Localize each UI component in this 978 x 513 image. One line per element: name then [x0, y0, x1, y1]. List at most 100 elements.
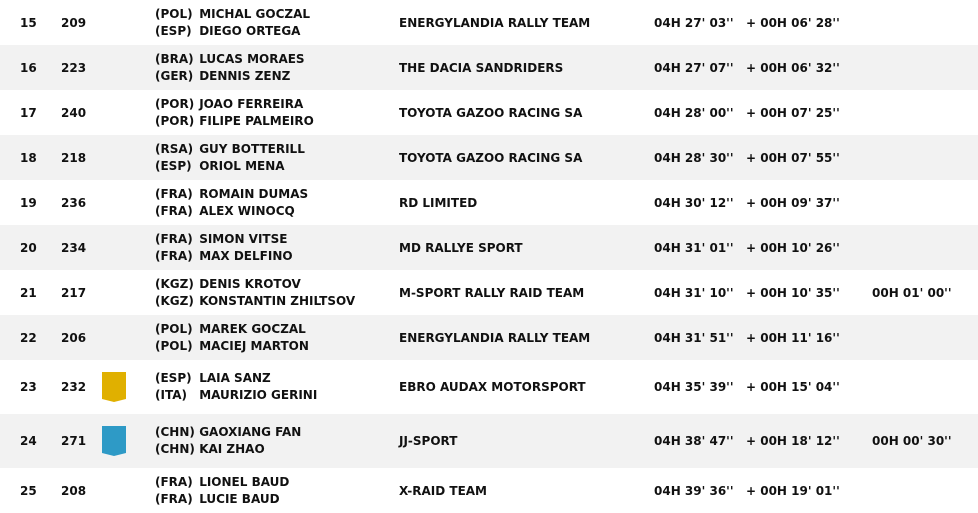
- time-gap: + 00H 09' 37'': [746, 195, 840, 210]
- crew-member[interactable]: (FRA) LIONEL BAUD: [155, 474, 289, 491]
- nationality: (POL): [155, 321, 193, 336]
- position: 17: [20, 105, 37, 120]
- crew: (POL) MAREK GOCZAL (POL) MACIEJ MARTON: [155, 321, 309, 355]
- crew: (RSA) GUY BOTTERILL (ESP) ORIOL MENA: [155, 141, 305, 175]
- penalty: 00H 00' 30'': [872, 434, 952, 448]
- table-row[interactable]: 24 271 (CHN) GAOXIANG FAN (CHN) KAI ZHAO …: [0, 414, 978, 468]
- crew-member[interactable]: (FRA) ALEX WINOCQ: [155, 203, 308, 220]
- team-name[interactable]: JJ-SPORT: [399, 434, 458, 448]
- crew-name: JOAO FERREIRA: [199, 96, 304, 111]
- total-time: 04H 31' 01'': [654, 240, 734, 255]
- nationality: (POR): [155, 113, 195, 128]
- crew-member[interactable]: (CHN) KAI ZHAO: [155, 441, 301, 458]
- crew-member[interactable]: (ESP) ORIOL MENA: [155, 158, 305, 175]
- crew-name: LAIA SANZ: [199, 371, 271, 385]
- crew-name: MAURIZIO GERINI: [199, 388, 318, 402]
- crew-name: LUCIE BAUD: [199, 491, 280, 506]
- crew: (KGZ) DENIS KROTOV (KGZ) KONSTANTIN ZHILT…: [155, 276, 355, 310]
- table-row[interactable]: 16 223 (BRA) LUCAS MORAES (GER) DENNIS ZE…: [0, 45, 978, 90]
- crew-member[interactable]: (KGZ) KONSTANTIN ZHILTSOV: [155, 293, 355, 310]
- table-row[interactable]: 21 217 (KGZ) DENIS KROTOV (KGZ) KONSTANTI…: [0, 270, 978, 315]
- nationality: (ESP): [155, 158, 192, 173]
- crew-name: MACIEJ MARTON: [199, 338, 309, 353]
- time-gap: + 00H 06' 28'': [746, 15, 840, 30]
- team-name[interactable]: EBRO AUDAX MOTORSPORT: [399, 380, 586, 394]
- crew-member[interactable]: (ESP) LAIA SANZ: [155, 370, 317, 387]
- table-row[interactable]: 19 236 (FRA) ROMAIN DUMAS (FRA) ALEX WINO…: [0, 180, 978, 225]
- car-number: 209: [61, 15, 87, 30]
- time-gap: + 00H 11' 16'': [746, 330, 840, 345]
- nationality: (CHN): [155, 425, 195, 439]
- crew-member[interactable]: (ITA) MAURIZIO GERINI: [155, 387, 317, 404]
- crew-member[interactable]: (RSA) GUY BOTTERILL: [155, 141, 305, 158]
- crew-member[interactable]: (FRA) LUCIE BAUD: [155, 491, 289, 508]
- table-row[interactable]: 25 208 (FRA) LIONEL BAUD (FRA) LUCIE BAUD…: [0, 468, 978, 513]
- team-name[interactable]: ENERGYLANDIA RALLY TEAM: [399, 15, 591, 30]
- time-gap: + 00H 18' 12'': [746, 434, 840, 448]
- crew-member[interactable]: (GER) DENNIS ZENZ: [155, 68, 305, 85]
- team-name[interactable]: ENERGYLANDIA RALLY TEAM: [399, 330, 591, 345]
- total-time: 04H 28' 30'': [654, 150, 734, 165]
- total-time: 04H 30' 12'': [654, 195, 734, 210]
- crew-member[interactable]: (POL) MACIEJ MARTON: [155, 338, 309, 355]
- total-time: 04H 38' 47'': [654, 434, 734, 448]
- crew-name: ORIOL MENA: [199, 158, 285, 173]
- position: 22: [20, 330, 37, 345]
- crew: (FRA) LIONEL BAUD (FRA) LUCIE BAUD: [155, 474, 289, 508]
- time-gap: + 00H 06' 32'': [746, 60, 840, 75]
- nationality: (CHN): [155, 442, 195, 456]
- crew-member[interactable]: (POR) FILIPE PALMEIRO: [155, 113, 314, 130]
- team-name[interactable]: THE DACIA SANDRIDERS: [399, 60, 564, 75]
- table-row[interactable]: 22 206 (POL) MAREK GOCZAL (POL) MACIEJ MA…: [0, 315, 978, 360]
- nationality: (FRA): [155, 186, 193, 201]
- team-name[interactable]: RD LIMITED: [399, 195, 478, 210]
- position: 24: [20, 434, 37, 448]
- table-row[interactable]: 18 218 (RSA) GUY BOTTERILL (ESP) ORIOL ME…: [0, 135, 978, 180]
- time-gap: + 00H 10' 35'': [746, 285, 840, 300]
- category-badge-icon: [102, 426, 126, 456]
- crew-name: ALEX WINOCQ: [199, 203, 295, 218]
- nationality: (FRA): [155, 248, 193, 263]
- crew-member[interactable]: (POL) MICHAL GOCZAL: [155, 6, 310, 23]
- crew-member[interactable]: (FRA) SIMON VITSE: [155, 231, 293, 248]
- category-badge-icon: [102, 372, 126, 402]
- crew-member[interactable]: (ESP) DIEGO ORTEGA: [155, 23, 310, 40]
- nationality: (FRA): [155, 491, 193, 506]
- crew-member[interactable]: (KGZ) DENIS KROTOV: [155, 276, 355, 293]
- nationality: (KGZ): [155, 276, 194, 291]
- crew: (POL) MICHAL GOCZAL (ESP) DIEGO ORTEGA: [155, 6, 310, 40]
- crew: (CHN) GAOXIANG FAN (CHN) KAI ZHAO: [155, 424, 301, 458]
- crew-name: DENIS KROTOV: [199, 276, 301, 291]
- total-time: 04H 35' 39'': [654, 380, 734, 394]
- table-row[interactable]: 23 232 (ESP) LAIA SANZ (ITA) MAURIZIO GER…: [0, 360, 978, 414]
- crew: (FRA) ROMAIN DUMAS (FRA) ALEX WINOCQ: [155, 186, 308, 220]
- time-gap: + 00H 10' 26'': [746, 240, 840, 255]
- team-name[interactable]: TOYOTA GAZOO RACING SA: [399, 105, 583, 120]
- team-name[interactable]: TOYOTA GAZOO RACING SA: [399, 150, 583, 165]
- table-row[interactable]: 20 234 (FRA) SIMON VITSE (FRA) MAX DELFIN…: [0, 225, 978, 270]
- crew-member[interactable]: (FRA) ROMAIN DUMAS: [155, 186, 308, 203]
- position: 16: [20, 60, 37, 75]
- position: 20: [20, 240, 37, 255]
- car-number: 217: [61, 285, 87, 300]
- team-name[interactable]: MD RALLYE SPORT: [399, 240, 523, 255]
- crew-member[interactable]: (POR) JOAO FERREIRA: [155, 96, 314, 113]
- table-row[interactable]: 17 240 (POR) JOAO FERREIRA (POR) FILIPE P…: [0, 90, 978, 135]
- team-name[interactable]: X-RAID TEAM: [399, 483, 487, 498]
- total-time: 04H 39' 36'': [654, 483, 734, 498]
- table-row[interactable]: 15 209 (POL) MICHAL GOCZAL (ESP) DIEGO OR…: [0, 0, 978, 45]
- position: 25: [20, 483, 37, 498]
- crew-member[interactable]: (POL) MAREK GOCZAL: [155, 321, 309, 338]
- nationality: (POL): [155, 6, 193, 21]
- position: 23: [20, 380, 37, 394]
- car-number: 271: [61, 434, 87, 448]
- time-gap: + 00H 15' 04'': [746, 380, 840, 394]
- total-time: 04H 27' 03'': [654, 15, 734, 30]
- crew-member[interactable]: (BRA) LUCAS MORAES: [155, 51, 305, 68]
- team-name[interactable]: M-SPORT RALLY RAID TEAM: [399, 285, 585, 300]
- crew-member[interactable]: (FRA) MAX DELFINO: [155, 248, 293, 265]
- nationality: (FRA): [155, 203, 193, 218]
- crew: (POR) JOAO FERREIRA (POR) FILIPE PALMEIRO: [155, 96, 314, 130]
- crew-name: ROMAIN DUMAS: [199, 186, 309, 201]
- crew-member[interactable]: (CHN) GAOXIANG FAN: [155, 424, 301, 441]
